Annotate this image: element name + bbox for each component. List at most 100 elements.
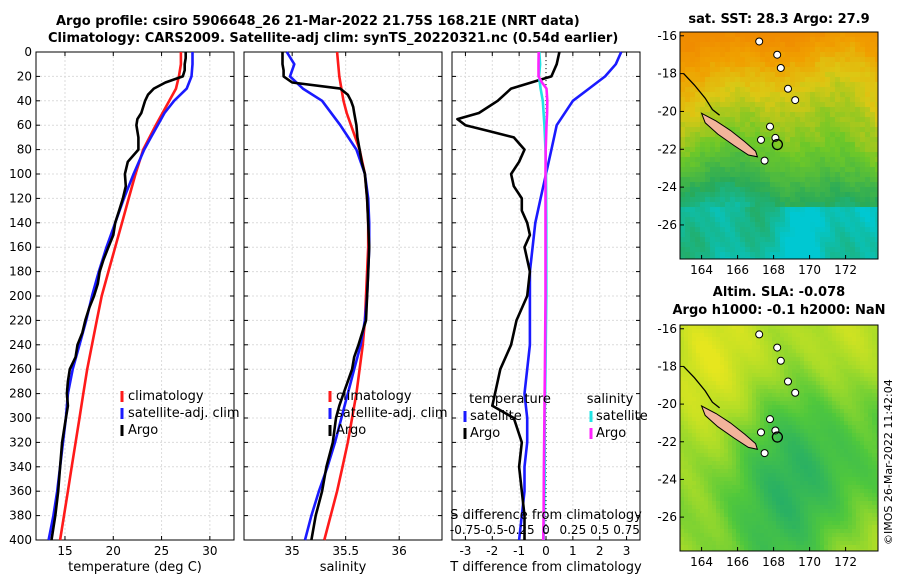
field-cell <box>855 32 860 37</box>
field-cell <box>780 533 784 537</box>
field-cell <box>700 353 704 357</box>
field-cell <box>788 365 792 369</box>
field-cell <box>736 477 740 481</box>
field-cell <box>705 247 710 252</box>
field-cell <box>745 172 750 177</box>
field-cell <box>850 62 855 67</box>
field-cell <box>805 237 810 242</box>
field-cell <box>700 207 705 212</box>
field-cell <box>696 369 700 373</box>
field-cell <box>792 341 796 345</box>
field-cell <box>685 237 690 242</box>
field-cell <box>744 493 748 497</box>
field-cell <box>850 107 855 112</box>
field-cell <box>712 465 716 469</box>
field-cell <box>695 107 700 112</box>
field-cell <box>800 513 804 517</box>
field-cell <box>855 152 860 157</box>
field-cell <box>700 497 704 501</box>
field-cell <box>720 509 724 513</box>
field-cell <box>736 445 740 449</box>
field-cell <box>796 369 800 373</box>
field-cell <box>720 82 725 87</box>
field-cell <box>825 182 830 187</box>
field-cell <box>824 521 828 525</box>
field-cell <box>792 497 796 501</box>
field-cell <box>824 509 828 513</box>
field-cell <box>756 417 760 421</box>
field-cell <box>865 212 870 217</box>
field-cell <box>820 537 824 541</box>
field-cell <box>800 385 804 389</box>
field-cell <box>768 453 772 457</box>
field-cell <box>705 187 710 192</box>
field-cell <box>775 32 780 37</box>
field-cell <box>864 445 868 449</box>
field-cell <box>768 325 772 329</box>
field-cell <box>700 72 705 77</box>
field-cell <box>792 401 796 405</box>
field-cell <box>784 433 788 437</box>
field-cell <box>760 497 764 501</box>
field-cell <box>850 42 855 47</box>
field-cell <box>824 357 828 361</box>
field-cell <box>764 329 768 333</box>
field-cell <box>784 469 788 473</box>
field-cell <box>836 329 840 333</box>
field-cell <box>780 545 784 549</box>
field-cell <box>816 429 820 433</box>
field-cell <box>804 429 808 433</box>
field-cell <box>860 349 864 353</box>
field-cell <box>828 449 832 453</box>
field-cell <box>688 429 692 433</box>
field-cell <box>832 329 836 333</box>
field-cell <box>755 112 760 117</box>
field-cell <box>700 142 705 147</box>
field-cell <box>690 237 695 242</box>
field-cell <box>845 112 850 117</box>
field-cell <box>808 413 812 417</box>
field-cell <box>865 107 870 112</box>
field-cell <box>865 77 870 82</box>
field-cell <box>830 192 835 197</box>
field-cell <box>748 409 752 413</box>
field-cell <box>852 453 856 457</box>
field-cell <box>740 32 745 37</box>
field-cell <box>805 192 810 197</box>
field-cell <box>810 82 815 87</box>
field-cell <box>715 187 720 192</box>
field-cell <box>812 433 816 437</box>
field-cell <box>728 393 732 397</box>
field-cell <box>770 32 775 37</box>
field-cell <box>760 237 765 242</box>
field-cell <box>820 329 824 333</box>
field-cell <box>720 207 725 212</box>
field-cell <box>832 325 836 329</box>
field-cell <box>870 62 875 67</box>
field-cell <box>840 177 845 182</box>
field-cell <box>720 373 724 377</box>
field-cell <box>780 457 784 461</box>
field-cell <box>816 505 820 509</box>
field-cell <box>856 353 860 357</box>
field-cell <box>850 117 855 122</box>
field-cell <box>724 389 728 393</box>
field-cell <box>750 37 755 42</box>
field-cell <box>745 132 750 137</box>
field-cell <box>864 329 868 333</box>
field-cell <box>728 533 732 537</box>
field-cell <box>788 397 792 401</box>
field-cell <box>790 172 795 177</box>
field-cell <box>780 445 784 449</box>
field-cell <box>735 237 740 242</box>
field-cell <box>715 207 720 212</box>
field-cell <box>784 453 788 457</box>
field-cell <box>800 493 804 497</box>
depth-tick-label: 260 <box>9 362 32 376</box>
field-cell <box>872 441 876 445</box>
field-cell <box>770 67 775 72</box>
field-cell <box>820 127 825 132</box>
field-cell <box>790 132 795 137</box>
field-cell <box>725 147 730 152</box>
field-cell <box>732 485 736 489</box>
